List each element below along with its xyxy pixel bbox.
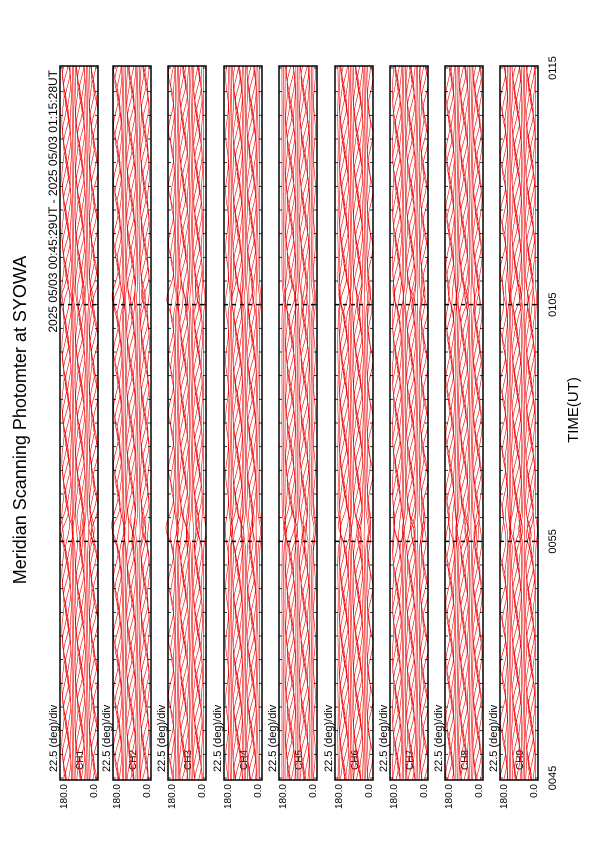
trace [283,66,290,780]
trace [530,66,535,780]
x-tick-label: 0115 [547,56,559,80]
trace [306,66,309,780]
trace [510,66,513,780]
panel-scale: 22.5 (deg)/div [212,704,224,772]
trace [256,66,257,780]
panel-top-label: 180.0 [334,784,345,809]
panel-scale: 22.5 (deg)/div [156,704,168,772]
trace [231,66,232,780]
panel-top-label: 180.0 [278,784,289,809]
panel-top-label: 180.0 [389,784,400,809]
panel-top-label: 180.0 [59,784,70,809]
panel-scale: 22.5 (deg)/div [433,704,445,772]
x-tick-label: 0055 [547,529,559,553]
trace [355,66,361,780]
trace [404,66,407,780]
panel-bottom-label: 0.0 [308,784,319,798]
panel-bottom-label: 0.0 [253,784,264,798]
trace [457,66,461,780]
panel-top-label: 180.0 [444,784,455,809]
landscape-frame: Meridian Scanning Photomter at SYOWA 202… [10,56,582,809]
panel-top-label: 180.0 [112,784,123,809]
trace [411,66,416,780]
panel-scale: 22.5 (deg)/div [378,704,390,772]
x-tick-label: 0105 [547,292,559,316]
trace [286,66,292,780]
trace [402,66,404,780]
x-axis-label: TIME(UT) [565,377,582,443]
panel-bottom-label: 0.0 [142,784,153,798]
panel-bottom-label: 0.0 [419,784,430,798]
trace [72,66,73,780]
trace [123,66,124,780]
trace [90,66,95,780]
panel-scale: 22.5 (deg)/div [48,704,60,772]
trace [407,66,415,780]
panel-top-label: 180.0 [167,784,178,809]
trace [414,66,416,780]
title: Meridian Scanning Photomter at SYOWA [10,256,30,584]
panel-bottom-label: 0.0 [89,784,100,798]
trace [173,66,177,780]
panel-scale: 22.5 (deg)/div [101,704,113,772]
panel-bottom-label: 0.0 [197,784,208,798]
panel-top-label: 180.0 [223,784,234,809]
panel-bottom-label: 0.0 [529,784,540,798]
trace [180,66,184,780]
trace [177,66,178,780]
panel-bottom-label: 0.0 [474,784,485,798]
x-tick-label: 0045 [547,766,559,790]
subtitle: 2025 05/03 00:45:29UT - 2025 05/03 01:15… [46,69,60,332]
panel-scale: 22.5 (deg)/div [323,704,335,772]
panel-scale: 22.5 (deg)/div [267,704,279,772]
trace [186,66,188,780]
panel-bottom-label: 0.0 [364,784,375,798]
trace [87,66,88,780]
panel-top-label: 180.0 [499,784,510,809]
trace [252,66,256,780]
trace [471,66,472,780]
panel-scale: 22.5 (deg)/div [488,704,500,772]
trace [417,66,418,780]
